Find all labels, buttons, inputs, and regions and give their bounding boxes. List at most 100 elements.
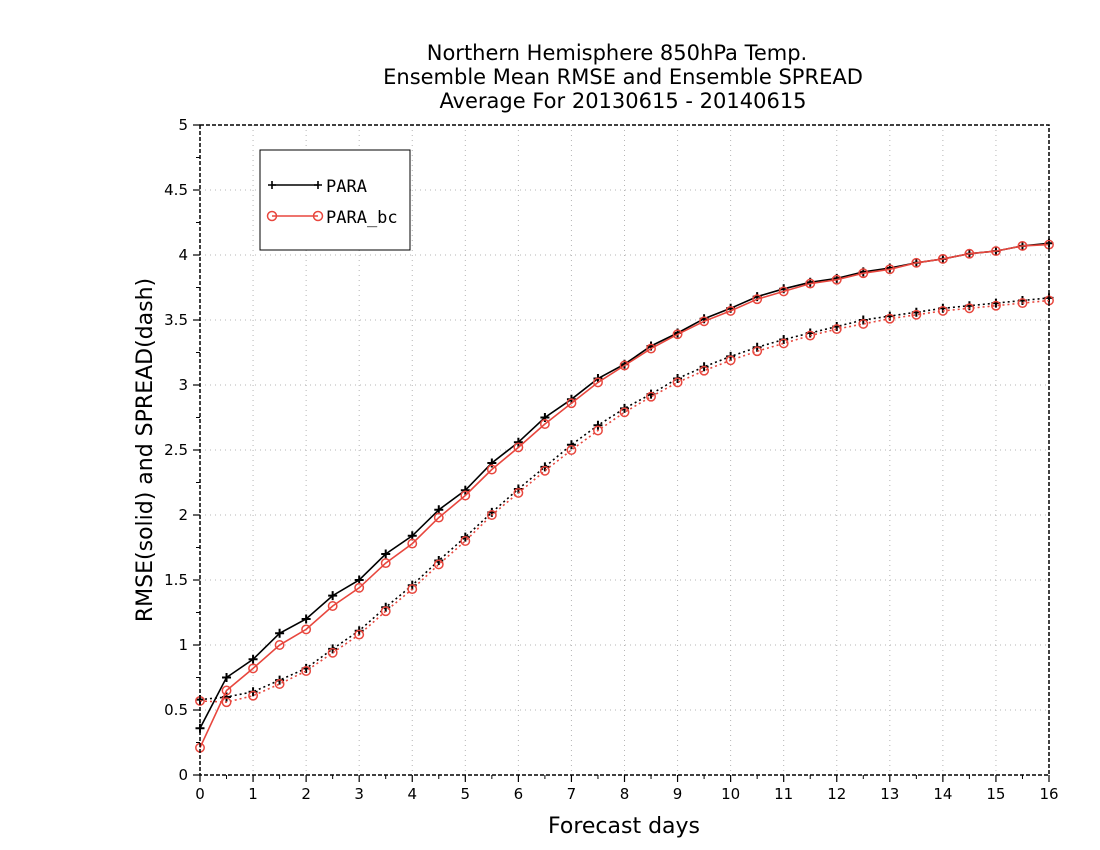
series-para-bc [195, 239, 1054, 753]
series-1-rmse-point-15 [593, 377, 603, 388]
series-1-spread-point-1 [221, 697, 232, 708]
series-0-rmse-point-5 [328, 591, 338, 601]
series-1-rmse-point-1 [221, 685, 232, 696]
series-1-spread-point-18 [672, 377, 683, 388]
series-1-spread-point-6 [354, 629, 365, 640]
series-1-rmse-point-16 [619, 360, 630, 371]
y-tick-label-7: 3.5 [164, 311, 188, 329]
series-1-rmse-point-14 [566, 398, 577, 409]
legend-entry-para: PARA [268, 177, 367, 197]
series-1-spread-point-26 [884, 313, 895, 324]
series-1-rmse-point-19 [699, 316, 710, 327]
series-1-rmse-point-26 [884, 264, 895, 275]
series-1-rmse-point-25 [858, 268, 869, 279]
title-line-1: Northern Hemisphere 850hPa Temp. [427, 41, 807, 65]
series-1-spread-point-29 [964, 303, 975, 314]
x-tick-label-13: 13 [880, 785, 899, 803]
series-1-rmse-point-9 [433, 512, 444, 523]
grid [200, 125, 1049, 775]
y-tick-label-4: 2 [178, 506, 188, 524]
legend: PARA PARA_bc [259, 149, 411, 251]
series-1-spread-point-4 [301, 666, 312, 676]
legend-label-para-bc: PARA_bc [326, 208, 398, 228]
series-1-rmse-point-8 [407, 538, 418, 549]
x-tick-label-0: 0 [195, 785, 205, 803]
series-1-spread-point-17 [646, 391, 656, 402]
x-tick-label-1: 1 [248, 785, 258, 803]
y-tick-label-0: 0 [178, 766, 188, 784]
series-0-spread-point-14 [566, 440, 576, 450]
series-1-spread-point-25 [858, 318, 869, 329]
series-1-spread-point-7 [380, 606, 391, 617]
legend-entry-para-bc: PARA_bc [266, 208, 398, 228]
legend-label-para: PARA [326, 177, 367, 197]
y-tick-label-1: 0.5 [164, 701, 188, 719]
legend-marker-para [268, 181, 322, 189]
series-1-spread-point-27 [911, 309, 922, 320]
x-tick-label-2: 2 [301, 785, 311, 803]
series-1-spread-point-19 [699, 365, 710, 376]
series-1-rmse-point-13 [539, 419, 550, 429]
series-1-spread-point-30 [990, 300, 1001, 311]
y-tick-label-8: 4 [178, 246, 188, 264]
x-tick-label-10: 10 [721, 785, 740, 803]
series-1-spread-point-16 [619, 407, 630, 418]
x-tick-label-5: 5 [461, 785, 471, 803]
series-1-rmse-point-18 [672, 329, 683, 340]
series-1-spread-point-24 [831, 324, 842, 335]
y-tick-label-3: 1.5 [164, 571, 188, 589]
series-1-rmse-point-28 [937, 253, 948, 264]
series-0-rmse-point-12 [513, 437, 523, 447]
x-tick-label-16: 16 [1039, 785, 1058, 803]
series-1-rmse-point-31 [1017, 240, 1028, 251]
series-0-rmse-point-1 [222, 673, 232, 682]
series-0-rmse-point-3 [275, 628, 285, 638]
series-1-rmse-point-5 [327, 601, 338, 611]
series-1-spread-point-8 [407, 584, 418, 595]
x-tick-label-6: 6 [514, 785, 524, 803]
x-tick-label-3: 3 [354, 785, 364, 803]
series-1-rmse-point-17 [646, 343, 656, 354]
series-1-rmse-point-22 [778, 286, 789, 297]
y-tick-label-9: 4.5 [164, 181, 188, 199]
series-0-rmse-point-7 [381, 549, 391, 559]
x-tick-label-14: 14 [933, 785, 952, 803]
x-axis-label: Forecast days [548, 814, 700, 839]
y-tick-label-5: 2.5 [164, 441, 188, 459]
series-1-spread-point-15 [593, 425, 603, 436]
x-tick-label-7: 7 [567, 785, 577, 803]
x-tick-label-15: 15 [986, 785, 1005, 803]
series-1-rmse-point-23 [805, 278, 816, 289]
series-1-rmse-point-2 [248, 663, 259, 674]
x-tick-label-9: 9 [673, 785, 683, 803]
series-0-rmse-point-4 [301, 614, 311, 624]
y-tick-label-10: 5 [178, 116, 188, 134]
y-axis-ticks: 0 0.5 1 1.5 2 2.5 3 3.5 4 4.5 5 [164, 116, 200, 784]
series-1-spread-point-9 [433, 559, 444, 570]
series-1-rmse-point-10 [460, 490, 471, 501]
series-1-spread-point-28 [937, 305, 948, 316]
series-1-rmse-point-11 [486, 464, 497, 475]
series-1-spread-point-11 [486, 510, 497, 520]
series-1-rmse-line [199, 243, 1050, 749]
legend-marker-para-bc-left [266, 210, 278, 222]
y-axis-label: RMSE(solid) and SPREAD(dash) [133, 278, 158, 622]
series-1-spread-point-22 [778, 338, 789, 349]
series-1-spread-point-14 [566, 445, 577, 455]
series-1-rmse-point-21 [752, 294, 763, 305]
series-0-spread-point-15 [593, 420, 603, 430]
series-1-rmse-point-20 [725, 305, 736, 316]
series-1-spread-point-23 [805, 330, 816, 341]
series-1-rmse-point-4 [301, 624, 312, 635]
series-1-rmse-point-30 [990, 246, 1001, 257]
legend-marker-para-bc-right [312, 210, 324, 222]
series-1-spread-line [199, 299, 1050, 704]
series-1-spread-point-2 [248, 690, 259, 701]
x-tick-label-8: 8 [620, 785, 630, 803]
series-1-rmse-point-29 [964, 248, 975, 259]
y-tick-label-2: 1 [178, 636, 188, 654]
series-1-rmse-point-7 [380, 558, 391, 569]
title-line-3: Average For 20130615 - 20140615 [439, 89, 806, 113]
x-tick-label-12: 12 [827, 785, 846, 803]
